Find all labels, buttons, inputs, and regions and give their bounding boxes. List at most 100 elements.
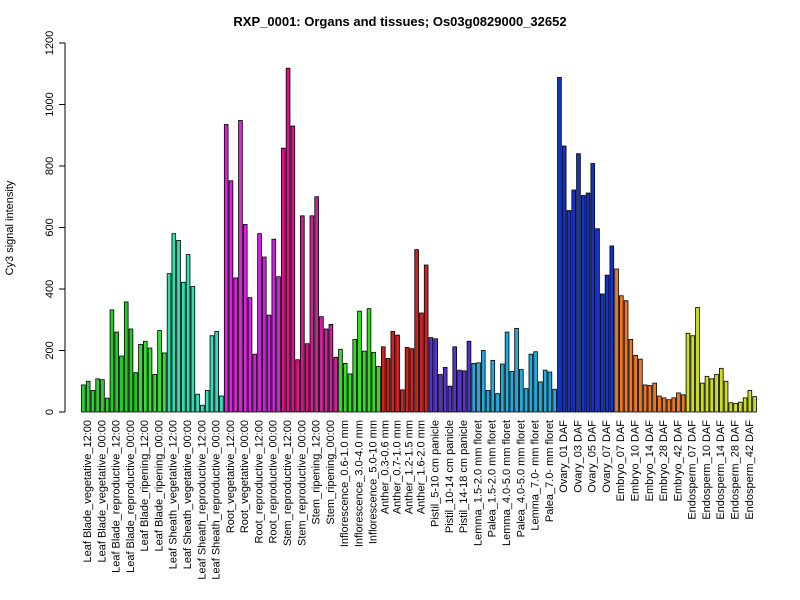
- bar: [714, 374, 719, 413]
- x-category-label: Root_reproductive_00:00: [268, 420, 280, 544]
- bar: [133, 372, 139, 413]
- bar: [204, 390, 210, 413]
- bars: [81, 67, 757, 413]
- bar: [419, 312, 424, 413]
- bar: [376, 366, 381, 413]
- x-category-label: Root_reproductive_12:00: [253, 420, 265, 544]
- bar: [447, 385, 453, 413]
- bar: [680, 394, 686, 413]
- bar: [452, 346, 457, 413]
- bar: [85, 380, 91, 413]
- bar: [742, 397, 748, 413]
- bar: [752, 396, 757, 413]
- x-category-label: Inflorescence_3.0-4.0 mm: [353, 420, 365, 547]
- x-category-label: Pistil_5-10 cm panicle: [430, 420, 442, 527]
- bar: [657, 395, 662, 413]
- bar: [699, 382, 705, 413]
- bar: [319, 316, 324, 413]
- x-category-label: Root_vegetative_00:00: [239, 420, 251, 533]
- x-category-label: Leaf Sheath_vegetative_12:00: [168, 420, 180, 569]
- bar: [457, 369, 462, 413]
- x-category-label: Palea_1.5-2.0 mm floret: [487, 420, 499, 537]
- bar: [390, 331, 396, 413]
- bar: [238, 120, 243, 413]
- bar: [304, 343, 310, 413]
- bar: [561, 145, 567, 413]
- x-category-label: Stem_ripening_12:00: [311, 420, 323, 525]
- bar: [347, 373, 353, 413]
- x-category-label: Leaf Blade_vegetative_00:00: [96, 420, 108, 563]
- bar: [114, 331, 119, 413]
- bar: [423, 264, 429, 413]
- bar: [381, 346, 386, 413]
- bar: [404, 347, 410, 413]
- bar: [290, 125, 296, 413]
- x-category-label: Endosperm_28 DAF: [729, 420, 741, 520]
- bar: [480, 350, 486, 413]
- bar: [81, 384, 86, 413]
- bar: [252, 353, 258, 413]
- bar: [509, 371, 515, 413]
- x-category-label: Lemma_1.5-2.0 mm floret: [472, 420, 484, 546]
- bar: [690, 335, 696, 413]
- bar: [176, 240, 181, 413]
- bar: [695, 307, 700, 413]
- bar: [300, 215, 305, 413]
- x-category-label: Endosperm_42 DAF: [744, 420, 756, 520]
- bar: [642, 384, 648, 413]
- x-category-label: Anther_1.2-1.5 mm: [403, 420, 415, 514]
- bar: [414, 249, 419, 413]
- bar: [500, 363, 505, 413]
- bar: [495, 393, 500, 413]
- bar: [123, 301, 129, 413]
- bar: [257, 233, 262, 413]
- x-category-label: Leaf Blade_reproductive_12:00: [111, 420, 123, 573]
- y-tick-label: 400: [44, 280, 56, 298]
- bar: [685, 332, 691, 413]
- x-category-label: Lemma_4.0-5.0 mm floret: [501, 420, 513, 546]
- x-category-label: Lemma_7.0- mm floret: [530, 420, 542, 531]
- bar: [223, 124, 229, 413]
- bar: [490, 359, 496, 413]
- bar: [395, 334, 400, 413]
- x-category-label: Pistil_14-18 cm panicle: [458, 420, 470, 533]
- bar: [157, 330, 162, 413]
- x-category-label: Leaf Blade_ripening_12:00: [139, 420, 151, 552]
- bar: [600, 293, 605, 413]
- bar: [485, 390, 491, 413]
- bar: [219, 395, 224, 413]
- bar: [638, 358, 643, 413]
- bar: [200, 404, 205, 413]
- bar: [666, 399, 672, 413]
- bar: [166, 273, 172, 413]
- bar: [571, 189, 576, 413]
- bar: [476, 362, 481, 413]
- bar: [357, 310, 362, 413]
- bar: [576, 153, 581, 413]
- bar: [647, 385, 653, 413]
- bar: [138, 343, 143, 413]
- bar: [704, 375, 710, 413]
- x-category-label: Stem_ripening_00:00: [325, 420, 337, 525]
- bar: [547, 371, 553, 413]
- bar: [595, 228, 600, 413]
- bar: [585, 192, 591, 413]
- bar: [162, 352, 167, 413]
- bar: [181, 281, 186, 413]
- bar: [747, 390, 753, 413]
- bar: [719, 367, 724, 413]
- x-category-label: Leaf Blade_ripening_00:00: [153, 420, 165, 552]
- bar: [95, 378, 100, 413]
- bar: [528, 353, 534, 413]
- y-axis: 0 200 400 600 800 1000 1200: [44, 31, 66, 415]
- bar: [709, 378, 715, 413]
- bar: [538, 381, 543, 413]
- x-category-label: Anther_1.6-2.0 mm: [415, 420, 427, 514]
- bar: [190, 286, 196, 413]
- x-category-label: Ovary_03 DAF: [572, 420, 584, 493]
- x-category-label: Embryo_14 DAF: [644, 420, 656, 502]
- bar: [276, 276, 281, 413]
- x-category-label: Stem_reproductive_12:00: [282, 420, 294, 546]
- bar: [523, 388, 529, 413]
